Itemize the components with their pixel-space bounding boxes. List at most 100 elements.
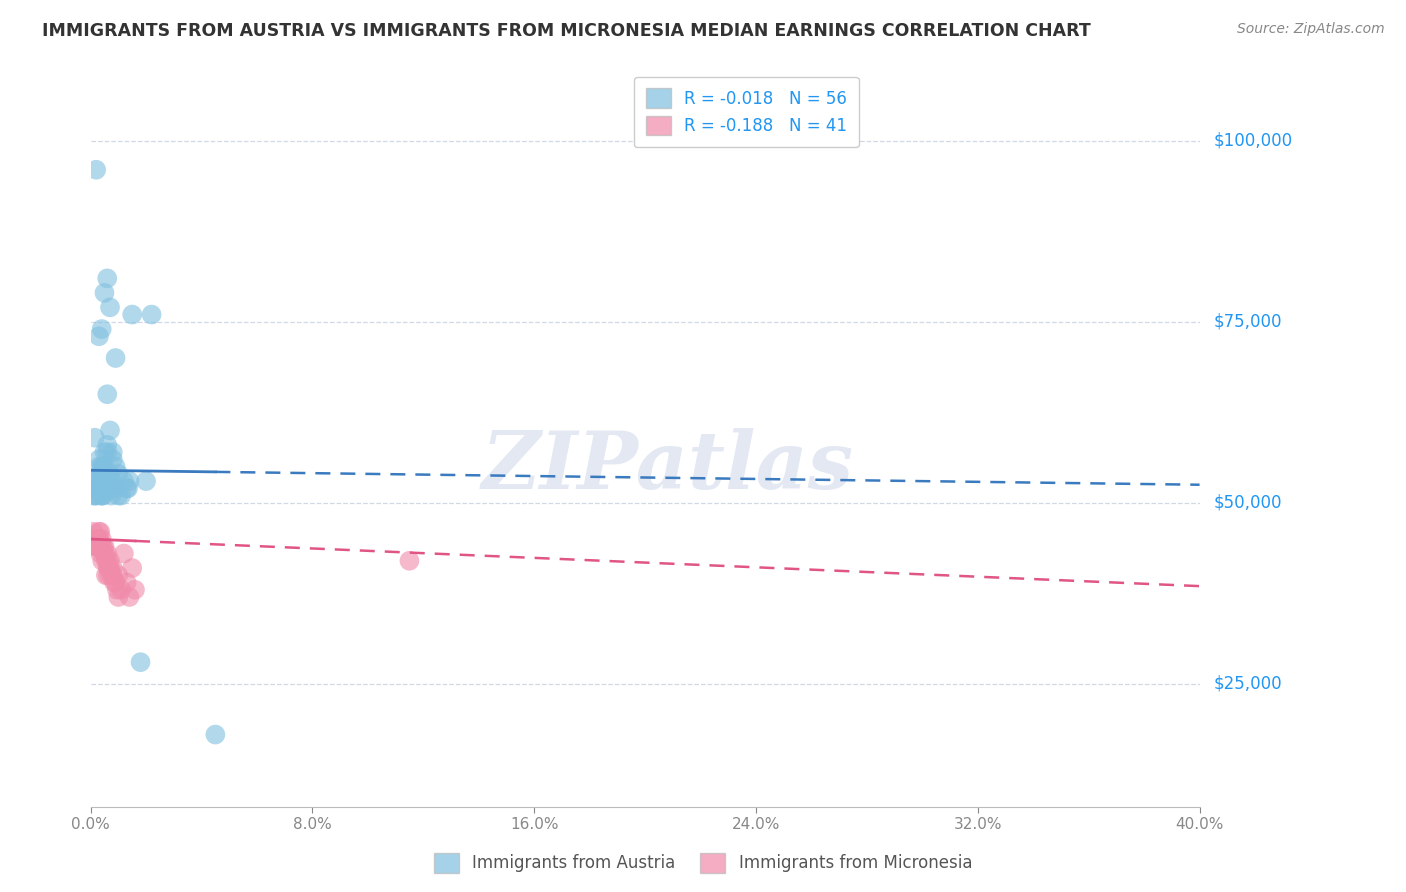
Point xyxy=(87,452,110,467)
Point xyxy=(86,474,108,488)
Point xyxy=(90,539,112,553)
Point xyxy=(104,459,127,474)
Point xyxy=(93,285,115,300)
Point xyxy=(101,452,124,467)
Point xyxy=(96,438,118,452)
Point xyxy=(82,474,104,488)
Point xyxy=(101,445,124,459)
Point xyxy=(121,308,143,322)
Point xyxy=(104,481,127,495)
Point xyxy=(104,351,127,365)
Text: $50,000: $50,000 xyxy=(1213,494,1282,512)
Point xyxy=(93,459,115,474)
Point xyxy=(96,547,118,561)
Point xyxy=(87,329,110,343)
Point xyxy=(96,481,118,495)
Point xyxy=(98,424,121,438)
Point xyxy=(121,561,143,575)
Legend: Immigrants from Austria, Immigrants from Micronesia: Immigrants from Austria, Immigrants from… xyxy=(427,847,979,880)
Point xyxy=(83,539,105,553)
Point xyxy=(104,575,127,590)
Point xyxy=(98,561,121,575)
Point xyxy=(91,554,114,568)
Point xyxy=(87,524,110,539)
Point xyxy=(101,568,124,582)
Point xyxy=(90,532,112,546)
Point xyxy=(90,459,112,474)
Point xyxy=(90,489,112,503)
Point xyxy=(91,539,114,553)
Point xyxy=(107,590,129,604)
Point xyxy=(97,568,120,582)
Point xyxy=(124,582,146,597)
Point xyxy=(107,568,129,582)
Point xyxy=(103,575,125,590)
Point xyxy=(107,489,129,503)
Point xyxy=(83,431,105,445)
Point xyxy=(204,728,226,742)
Point xyxy=(86,489,108,503)
Point xyxy=(90,489,112,503)
Point xyxy=(97,561,120,575)
Point xyxy=(100,489,122,503)
Point xyxy=(94,554,117,568)
Point xyxy=(87,532,110,546)
Point xyxy=(83,489,105,503)
Point xyxy=(91,459,114,474)
Legend: R = -0.018   N = 56, R = -0.188   N = 41: R = -0.018 N = 56, R = -0.188 N = 41 xyxy=(634,77,859,147)
Point xyxy=(89,467,111,481)
Text: $75,000: $75,000 xyxy=(1213,313,1282,331)
Point xyxy=(83,481,105,495)
Point xyxy=(98,467,121,481)
Text: ZIPatlas: ZIPatlas xyxy=(481,428,853,506)
Point xyxy=(93,445,115,459)
Point xyxy=(89,524,111,539)
Point xyxy=(105,582,128,597)
Point xyxy=(94,467,117,481)
Point xyxy=(84,481,107,495)
Point xyxy=(118,590,141,604)
Point xyxy=(96,554,118,568)
Text: IMMIGRANTS FROM AUSTRIA VS IMMIGRANTS FROM MICRONESIA MEDIAN EARNINGS CORRELATIO: IMMIGRANTS FROM AUSTRIA VS IMMIGRANTS FR… xyxy=(42,22,1091,40)
Point xyxy=(101,561,124,575)
Point xyxy=(90,474,112,488)
Point xyxy=(107,467,129,481)
Point xyxy=(115,575,138,590)
Point xyxy=(94,547,117,561)
Point xyxy=(96,271,118,285)
Point xyxy=(112,474,135,488)
Text: $25,000: $25,000 xyxy=(1213,675,1282,693)
Text: $100,000: $100,000 xyxy=(1213,132,1292,150)
Point xyxy=(84,162,107,177)
Point xyxy=(87,481,110,495)
Point xyxy=(90,467,112,481)
Text: Source: ZipAtlas.com: Source: ZipAtlas.com xyxy=(1237,22,1385,37)
Point xyxy=(100,474,122,488)
Point xyxy=(84,539,107,553)
Point xyxy=(117,481,139,495)
Point xyxy=(93,474,115,488)
Point xyxy=(135,474,157,488)
Point xyxy=(93,547,115,561)
Point xyxy=(398,554,420,568)
Point xyxy=(112,547,135,561)
Point xyxy=(84,539,107,553)
Point xyxy=(82,524,104,539)
Point xyxy=(100,568,122,582)
Point xyxy=(94,568,117,582)
Point xyxy=(97,474,120,488)
Point xyxy=(96,387,118,401)
Point xyxy=(90,322,112,336)
Point xyxy=(129,655,152,669)
Point xyxy=(110,489,132,503)
Point xyxy=(118,474,141,488)
Point xyxy=(115,481,138,495)
Point xyxy=(141,308,163,322)
Point xyxy=(96,445,118,459)
Point xyxy=(89,547,111,561)
Point xyxy=(82,489,104,503)
Point xyxy=(86,481,108,495)
Point xyxy=(87,532,110,546)
Point xyxy=(98,554,121,568)
Point xyxy=(87,459,110,474)
